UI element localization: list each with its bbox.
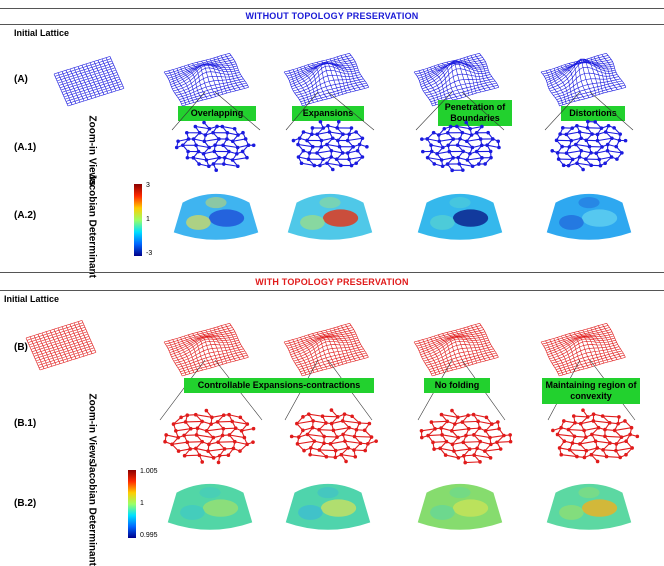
zoom-view-bottom-3 <box>416 406 516 466</box>
tag-no-folding: No folding <box>424 378 490 393</box>
tag-maintaining-convexity: Maintaining region of convexity <box>542 378 640 404</box>
jacobian-map-bottom-2 <box>284 474 372 536</box>
zoom-view-bottom-2 <box>284 406 384 466</box>
zoom-view-bottom-4 <box>545 406 645 466</box>
colorbar-bottom-tick-min: 0.995 <box>140 532 158 539</box>
jacobian-map-bottom-3 <box>416 474 504 536</box>
jacobian-map-bottom-1 <box>166 474 254 536</box>
colorbar-bottom <box>128 470 136 538</box>
colorbar-bottom-tick-max: 1.005 <box>140 468 158 475</box>
colorbar-bottom-tick-mid: 1 <box>140 500 144 507</box>
zoom-view-bottom-1 <box>160 406 260 466</box>
tag-controllable-expansions: Controllable Expansions-contractions <box>184 378 374 393</box>
jacobian-map-bottom-4 <box>545 474 633 536</box>
